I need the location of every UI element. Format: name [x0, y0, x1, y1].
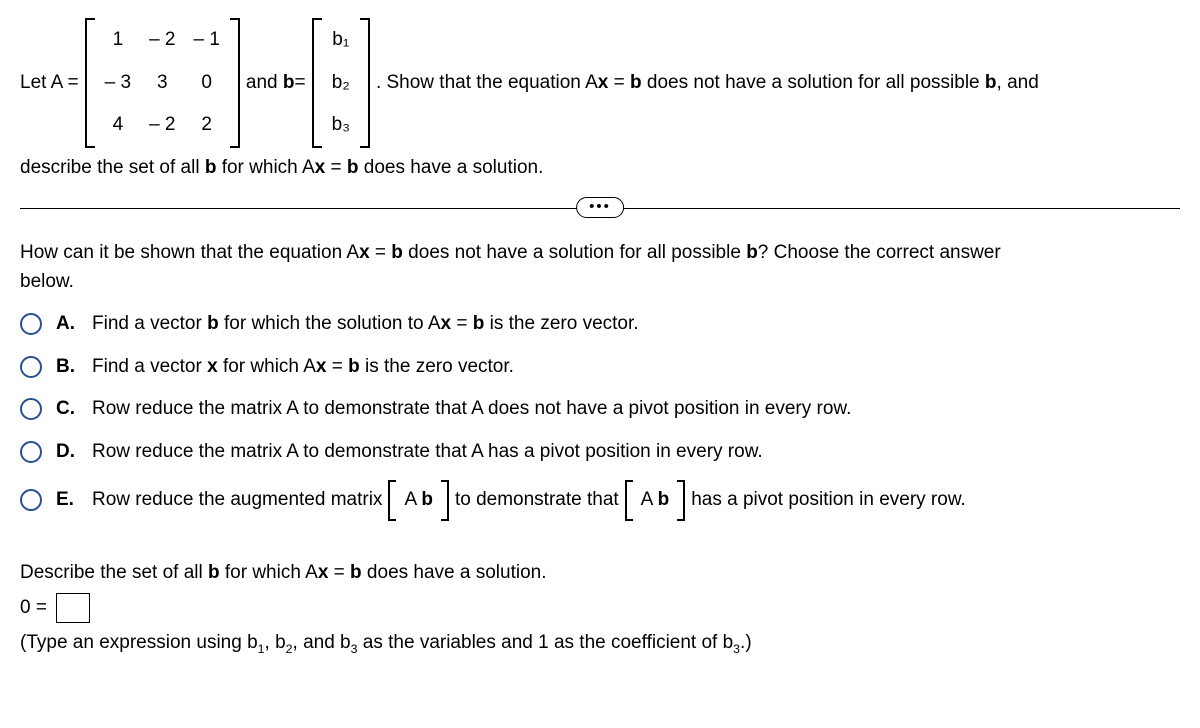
vector-b: b₁ b₂ b₃ [312, 18, 370, 148]
matrix-a-cell: 3 [157, 69, 168, 98]
let-a-label: Let A = [20, 69, 79, 98]
matrix-a-cell: 2 [201, 111, 212, 140]
option-a[interactable]: A. Find a vector b for which the solutio… [20, 310, 1180, 339]
radio-icon[interactable] [20, 398, 42, 420]
answer-hint: (Type an expression using b1, b2, and b3… [20, 629, 1180, 658]
option-text: Row reduce the matrix A to demonstrate t… [92, 395, 851, 424]
augmented-matrix: A b [625, 480, 686, 521]
option-text: Row reduce the matrix A to demonstrate t… [92, 438, 763, 467]
matrix-a-cell: – 2 [149, 111, 175, 140]
matrix-a-cell: – 3 [105, 69, 131, 98]
option-label: E. [56, 486, 78, 515]
option-label: A. [56, 310, 78, 339]
option-e[interactable]: E. Row reduce the augmented matrix A b t… [20, 480, 1180, 521]
answer-line: 0 = [20, 593, 1180, 623]
option-d[interactable]: D. Row reduce the matrix A to demonstrat… [20, 438, 1180, 467]
part2-prompt: Describe the set of all b for which Ax =… [20, 559, 1180, 588]
option-label: C. [56, 395, 78, 424]
matrix-a-cell: 1 [113, 26, 124, 55]
problem-statement-line1: Let A = 1 – 2 – 1 – 3 3 0 4 – 2 2 and b … [20, 18, 1180, 148]
option-text: Find a vector x for which Ax = b is the … [92, 353, 514, 382]
options-group: A. Find a vector b for which the solutio… [20, 310, 1180, 521]
option-c[interactable]: C. Row reduce the matrix A to demonstrat… [20, 395, 1180, 424]
radio-icon[interactable] [20, 356, 42, 378]
option-text: Find a vector b for which the solution t… [92, 310, 639, 339]
vector-b-cell: b₃ [332, 111, 350, 140]
radio-icon[interactable] [20, 489, 42, 511]
radio-icon[interactable] [20, 441, 42, 463]
matrix-a-cell: – 2 [149, 26, 175, 55]
answer-input[interactable] [56, 593, 90, 623]
radio-icon[interactable] [20, 313, 42, 335]
matrix-a-cell: 0 [201, 69, 212, 98]
equals: = [295, 69, 306, 98]
matrix-a-cell: 4 [113, 111, 124, 140]
more-icon[interactable]: ••• [576, 197, 624, 218]
option-label: B. [56, 353, 78, 382]
matrix-a: 1 – 2 – 1 – 3 3 0 4 – 2 2 [85, 18, 240, 148]
zero-equals: 0 = [20, 597, 47, 618]
b-label: b [283, 69, 295, 98]
augmented-matrix: A b [388, 480, 449, 521]
problem-statement-line2: describe the set of all b for which Ax =… [20, 154, 1180, 183]
vector-b-cell: b₁ [332, 26, 349, 55]
option-text: Row reduce the augmented matrix A b to d… [92, 480, 966, 521]
question-prompt: How can it be shown that the equation Ax… [20, 239, 1180, 296]
matrix-a-cell: – 1 [194, 26, 220, 55]
problem-tail: . Show that the equation Ax = b does not… [376, 69, 1039, 98]
and-label: and [246, 69, 278, 98]
option-b[interactable]: B. Find a vector x for which Ax = b is t… [20, 353, 1180, 382]
option-label: D. [56, 438, 78, 467]
vector-b-cell: b₂ [332, 69, 350, 98]
